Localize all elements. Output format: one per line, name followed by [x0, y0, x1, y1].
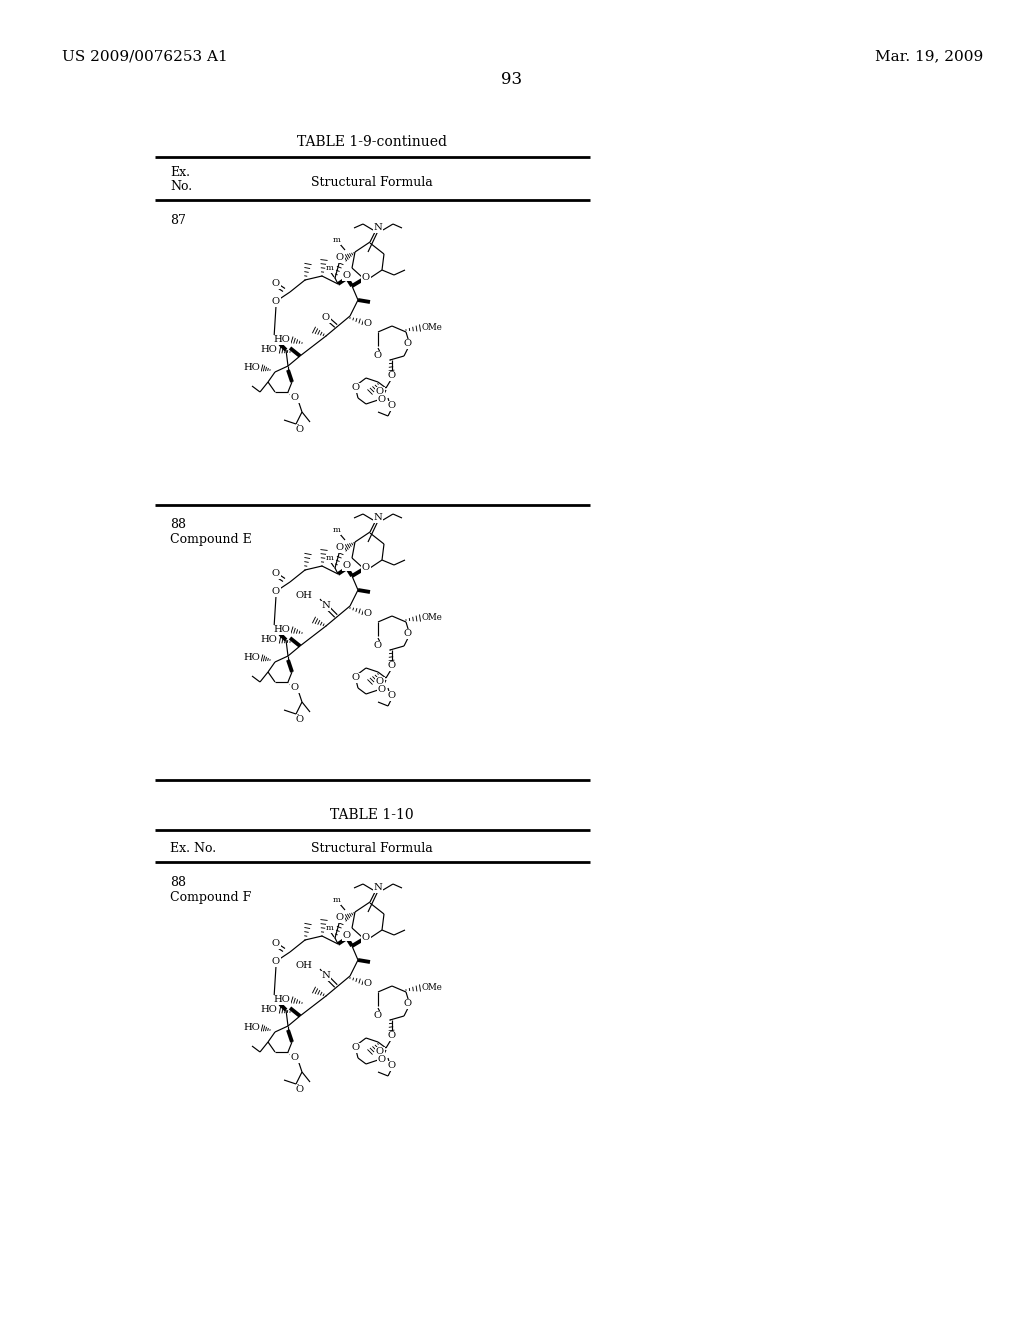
Text: 88: 88 — [170, 519, 186, 532]
Text: HO: HO — [273, 626, 290, 635]
Text: O: O — [376, 388, 384, 396]
Text: O: O — [361, 273, 370, 282]
Text: m: m — [333, 236, 341, 244]
Text: O: O — [272, 957, 280, 966]
Text: US 2009/0076253 A1: US 2009/0076253 A1 — [62, 49, 227, 63]
Text: HO: HO — [260, 346, 278, 355]
Text: Ex.: Ex. — [170, 166, 190, 180]
Text: HO: HO — [273, 335, 290, 345]
Text: O: O — [272, 280, 280, 289]
Text: O: O — [388, 371, 396, 380]
Text: O: O — [364, 979, 372, 989]
Text: O: O — [388, 1061, 396, 1071]
Text: Compound F: Compound F — [170, 891, 251, 903]
Text: O: O — [374, 351, 382, 360]
Text: O: O — [388, 661, 396, 671]
Text: O: O — [352, 673, 360, 682]
Text: O: O — [376, 677, 384, 686]
Text: No.: No. — [170, 181, 193, 194]
Text: OMe: OMe — [422, 983, 442, 993]
Text: HO: HO — [273, 995, 290, 1005]
Text: O: O — [352, 384, 360, 392]
Text: O: O — [378, 1056, 386, 1064]
Text: O: O — [378, 396, 386, 404]
Text: m: m — [326, 924, 334, 932]
Text: O: O — [374, 642, 382, 651]
Text: O: O — [296, 1085, 304, 1094]
Text: O: O — [296, 425, 304, 434]
Text: HO: HO — [243, 363, 260, 372]
Text: OH: OH — [295, 961, 312, 970]
Text: N: N — [374, 883, 382, 892]
Text: O: O — [343, 932, 351, 940]
Text: 88: 88 — [170, 875, 186, 888]
Text: O: O — [272, 297, 280, 306]
Text: O: O — [336, 253, 344, 263]
Text: OMe: OMe — [422, 614, 442, 623]
Text: O: O — [388, 692, 396, 701]
Text: O: O — [352, 1044, 360, 1052]
Text: O: O — [272, 587, 280, 597]
Text: N: N — [322, 972, 331, 981]
Text: O: O — [336, 544, 344, 553]
Text: O: O — [343, 561, 351, 570]
Text: O: O — [291, 1053, 299, 1063]
Text: HO: HO — [243, 1023, 260, 1032]
Text: N: N — [322, 602, 331, 610]
Text: Compound E: Compound E — [170, 533, 252, 546]
Text: O: O — [272, 569, 280, 578]
Text: O: O — [361, 933, 370, 942]
Text: Ex. No.: Ex. No. — [170, 842, 216, 854]
Text: Mar. 19, 2009: Mar. 19, 2009 — [874, 49, 983, 63]
Text: HO: HO — [260, 1006, 278, 1015]
Text: O: O — [378, 685, 386, 694]
Text: O: O — [403, 339, 412, 348]
Text: m: m — [333, 525, 341, 535]
Text: m: m — [333, 896, 341, 904]
Text: N: N — [374, 223, 382, 232]
Text: TABLE 1-9-continued: TABLE 1-9-continued — [297, 135, 447, 149]
Text: Structural Formula: Structural Formula — [311, 176, 433, 189]
Text: O: O — [364, 610, 372, 619]
Text: OMe: OMe — [422, 323, 442, 333]
Text: O: O — [296, 715, 304, 725]
Text: Structural Formula: Structural Formula — [311, 842, 433, 854]
Text: O: O — [361, 564, 370, 573]
Text: m: m — [326, 264, 334, 272]
Text: O: O — [322, 314, 330, 322]
Text: OH: OH — [295, 591, 312, 601]
Text: O: O — [291, 393, 299, 403]
Text: O: O — [374, 1011, 382, 1020]
Text: N: N — [374, 513, 382, 523]
Text: 87: 87 — [170, 214, 186, 227]
Text: m: m — [326, 554, 334, 562]
Text: HO: HO — [243, 653, 260, 663]
Text: HO: HO — [260, 635, 278, 644]
Text: O: O — [291, 684, 299, 693]
Text: O: O — [388, 1031, 396, 1040]
Text: O: O — [388, 401, 396, 411]
Text: TABLE 1-10: TABLE 1-10 — [330, 808, 414, 822]
Text: O: O — [376, 1048, 384, 1056]
Text: 93: 93 — [502, 70, 522, 87]
Text: O: O — [343, 272, 351, 281]
Text: O: O — [403, 999, 412, 1008]
Text: O: O — [272, 940, 280, 949]
Text: O: O — [403, 630, 412, 639]
Text: O: O — [364, 319, 372, 329]
Text: O: O — [336, 913, 344, 923]
